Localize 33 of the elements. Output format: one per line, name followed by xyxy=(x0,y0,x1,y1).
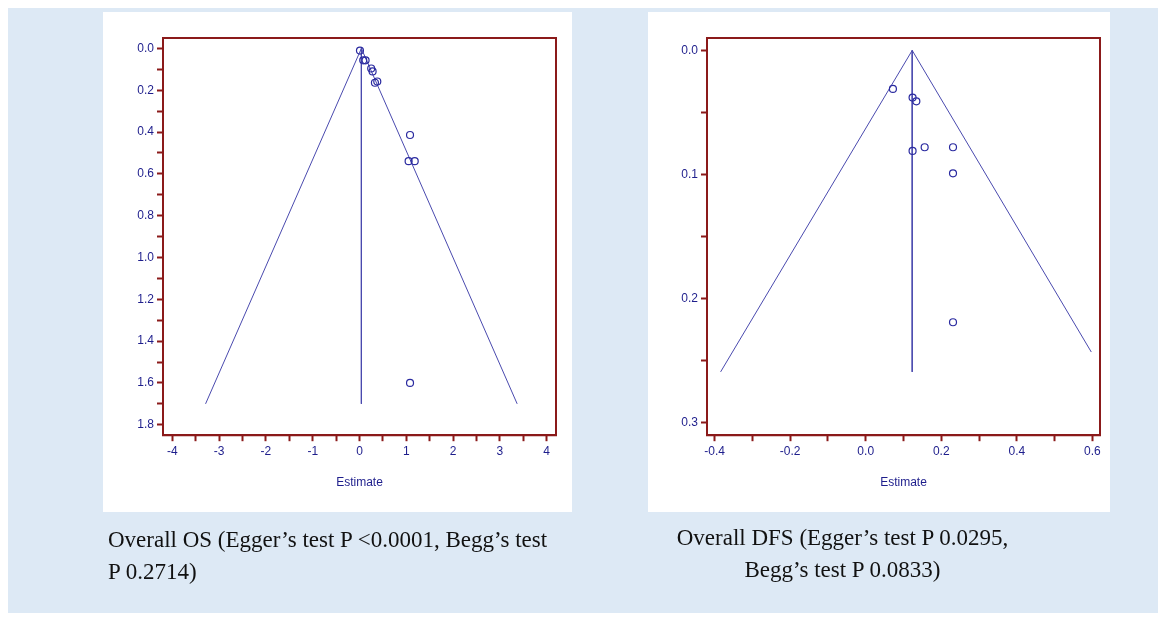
x-tick-label: -2 xyxy=(260,443,272,458)
x-tick-label: 0.0 xyxy=(857,443,875,458)
x-tick-label: 0.4 xyxy=(1008,443,1026,458)
x-tick-label: 0.2 xyxy=(932,443,950,458)
y-tick-label: 1.4 xyxy=(137,333,155,348)
x-tick-label: -0.4 xyxy=(704,443,726,458)
x-tick-label: -1 xyxy=(307,443,319,458)
x-axis-title: Estimate xyxy=(336,475,384,490)
y-tick-label: 1.2 xyxy=(137,291,155,306)
y-tick-label: 0.4 xyxy=(137,124,155,139)
y-tick-label: 0.2 xyxy=(137,82,155,97)
y-tick-label: 0.3 xyxy=(681,415,699,430)
x-tick-label: 3 xyxy=(496,443,504,458)
x-tick-label: -3 xyxy=(213,443,225,458)
y-tick-label: 1.0 xyxy=(137,249,155,264)
x-tick-label: 1 xyxy=(402,443,410,458)
y-tick-label: 0.0 xyxy=(137,40,155,55)
text: Overall OS (Egger’s test P <0.0001, Begg’s test P 0.2714) xyxy=(108,526,549,586)
x-axis-title: Estimate xyxy=(880,475,928,490)
x-tick-label: 4 xyxy=(543,443,551,458)
x-tick-label: 0.6 xyxy=(1084,443,1102,458)
y-tick-label: 0.1 xyxy=(681,166,699,181)
x-tick-label: 2 xyxy=(449,443,457,458)
y-tick-label: 0.8 xyxy=(137,208,155,223)
x-tick-label: 0 xyxy=(356,443,364,458)
y-tick-label: 0.2 xyxy=(681,290,699,305)
y-tick-label: 0.0 xyxy=(681,42,699,57)
text: Overall DFS (Egger’s test P 0.0295, Begg’s test P 0.0833) xyxy=(675,524,1010,584)
x-tick-label: -0.2 xyxy=(779,443,801,458)
x-tick-label: -4 xyxy=(167,443,179,458)
y-tick-label: 0.6 xyxy=(137,166,155,181)
y-tick-label: 1.6 xyxy=(137,375,155,390)
y-tick-label: 1.8 xyxy=(137,417,155,432)
